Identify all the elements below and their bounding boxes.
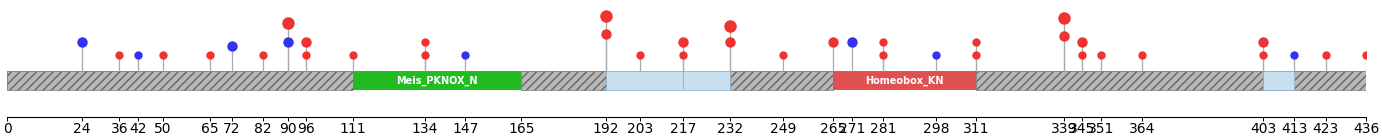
Text: Meis_PKNOX_N: Meis_PKNOX_N <box>397 75 478 86</box>
Bar <box>833 71 977 90</box>
Bar <box>1263 71 1295 90</box>
Bar <box>977 71 1263 90</box>
Bar <box>605 71 684 90</box>
Bar <box>684 71 730 90</box>
Bar <box>521 71 605 90</box>
Bar <box>7 71 354 90</box>
Bar <box>7 71 1365 90</box>
Bar <box>730 71 833 90</box>
Bar <box>354 71 521 90</box>
Text: Homeobox_KN: Homeobox_KN <box>865 75 944 86</box>
Bar <box>1263 71 1365 90</box>
